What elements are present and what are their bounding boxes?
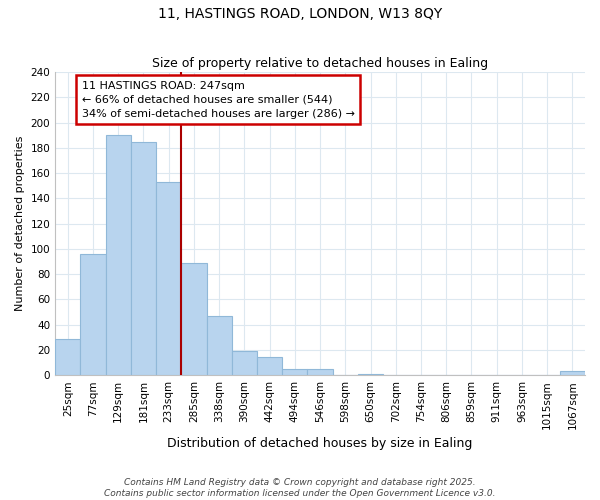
- Bar: [206, 316, 232, 375]
- Bar: [80, 254, 106, 375]
- Y-axis label: Number of detached properties: Number of detached properties: [15, 136, 25, 312]
- Text: 11 HASTINGS ROAD: 247sqm
← 66% of detached houses are smaller (544)
34% of semi-: 11 HASTINGS ROAD: 247sqm ← 66% of detach…: [82, 81, 355, 119]
- Bar: [307, 369, 332, 375]
- Bar: [55, 338, 80, 375]
- Bar: [131, 142, 156, 375]
- Bar: [156, 182, 181, 375]
- X-axis label: Distribution of detached houses by size in Ealing: Distribution of detached houses by size …: [167, 437, 473, 450]
- Text: 11, HASTINGS ROAD, LONDON, W13 8QY: 11, HASTINGS ROAD, LONDON, W13 8QY: [158, 8, 442, 22]
- Title: Size of property relative to detached houses in Ealing: Size of property relative to detached ho…: [152, 56, 488, 70]
- Bar: [181, 263, 206, 375]
- Bar: [358, 374, 383, 375]
- Bar: [106, 135, 131, 375]
- Bar: [282, 369, 307, 375]
- Text: Contains HM Land Registry data © Crown copyright and database right 2025.
Contai: Contains HM Land Registry data © Crown c…: [104, 478, 496, 498]
- Bar: [232, 351, 257, 375]
- Bar: [560, 372, 585, 375]
- Bar: [257, 358, 282, 375]
